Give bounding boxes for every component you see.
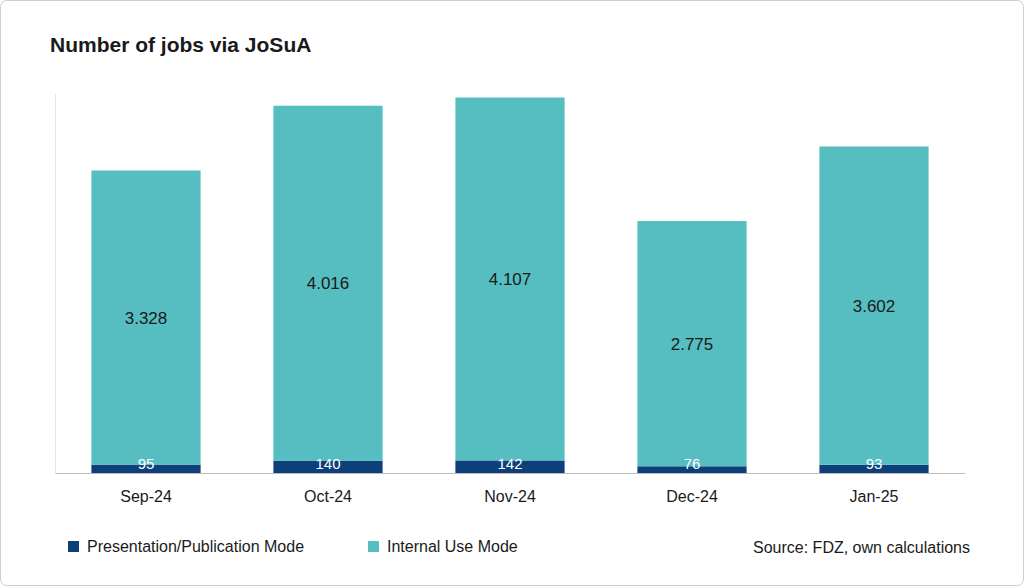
title: Number of jobs via JoSuA: [50, 33, 311, 56]
data-label: 76: [684, 455, 701, 472]
data-label: 4.016: [307, 274, 350, 293]
x-tick: Dec-24: [666, 488, 718, 505]
legend-label: Presentation/Publication Mode: [87, 538, 304, 555]
x-tick: Oct-24: [304, 488, 352, 505]
x-axis: Sep-24 Oct-24 Nov-24 Dec-24 Jan-25: [56, 474, 966, 506]
x-tick: Nov-24: [484, 488, 536, 505]
x-axis-line: [56, 473, 966, 474]
data-label: 3.602: [853, 297, 896, 316]
x-tick-label: Nov-24: [484, 488, 536, 505]
data-label: 95: [138, 455, 155, 472]
x-tick: Jan-25: [850, 488, 899, 505]
data-label: 140: [315, 455, 340, 472]
bar-segment: [91, 171, 200, 465]
data-label: 93: [866, 455, 883, 472]
data-label: 142: [497, 455, 522, 472]
legend-swatch: [68, 541, 79, 552]
bar-segment: [455, 98, 564, 461]
x-tick-label: Dec-24: [666, 488, 718, 505]
data-label: 4.107: [489, 270, 532, 289]
data-label: 2.775: [671, 335, 714, 354]
bar-segment: [273, 106, 382, 461]
data-label: 3.328: [125, 309, 168, 328]
y-axis-line: [55, 94, 56, 474]
legend-swatch: [368, 541, 379, 552]
x-tick-label: Oct-24: [304, 488, 352, 505]
data-labels: 95 140 142 76 93 3.328 4.016 4.107 2.775 3.602: [125, 270, 896, 472]
y-axis: [55, 94, 56, 474]
x-tick-label: Jan-25: [850, 488, 899, 505]
chart: Number of jobs via JoSuA Sep-24 Oct-24 Nov-…: [0, 0, 1024, 586]
frame: [1, 1, 1024, 586]
bar-segment: [819, 146, 928, 464]
source: Source: FDZ, own calculations: [753, 539, 970, 556]
x-tick-label: Sep-24: [120, 488, 172, 505]
legend-label: Internal Use Mode: [387, 538, 518, 555]
legend: Presentation/Publication Mode Internal Us…: [68, 538, 518, 555]
bar-segment: [637, 221, 746, 466]
bars: [91, 98, 928, 473]
x-tick: Sep-24: [120, 488, 172, 505]
